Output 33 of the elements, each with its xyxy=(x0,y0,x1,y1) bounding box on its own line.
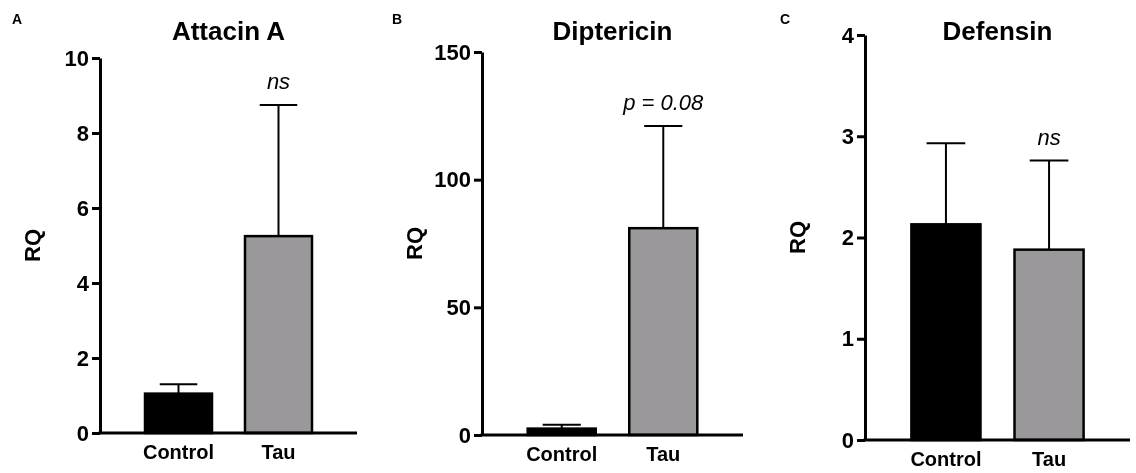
y-tick-label: 150 xyxy=(434,39,471,65)
x-tick-label: Control xyxy=(142,441,215,464)
y-tick-label: 100 xyxy=(434,167,471,193)
y-tick-label: 10 xyxy=(64,45,89,71)
y-axis-title: RQ xyxy=(20,229,45,262)
text: B xyxy=(392,11,403,27)
y-tick-label: 0 xyxy=(841,427,854,453)
chart-title: Diptericin xyxy=(552,16,673,46)
y-tick-label: 2 xyxy=(841,225,854,251)
y-tick-label: 8 xyxy=(76,120,89,146)
chart-title: Defensin xyxy=(942,16,1053,46)
annotation: ns xyxy=(266,68,291,94)
y-tick-label: 50 xyxy=(446,294,471,320)
x-tick-label: Tau xyxy=(646,443,681,466)
x-tick-label: Control xyxy=(910,448,982,471)
x-tick-label: Tau xyxy=(261,441,296,464)
y-tick-label: 2 xyxy=(76,345,89,371)
x-tick-label: Control xyxy=(526,443,598,466)
annotation: ns xyxy=(1037,124,1061,150)
y-tick-label: 4 xyxy=(841,22,855,48)
y-axis-title: RQ xyxy=(402,227,427,260)
y-tick-label: 0 xyxy=(76,420,89,446)
x-tick-label: Tau xyxy=(1032,448,1067,471)
y-tick-label: 4 xyxy=(76,270,90,296)
chart-title: Attacin A xyxy=(171,16,286,46)
text: C xyxy=(780,11,791,27)
y-tick-label: 3 xyxy=(841,123,854,149)
y-tick-label: 0 xyxy=(458,422,471,448)
y-tick-label: 6 xyxy=(76,195,89,221)
text: A xyxy=(12,11,23,27)
y-axis-title: RQ xyxy=(785,221,810,254)
annotation: p = 0.08 xyxy=(622,90,705,116)
y-tick-label: 1 xyxy=(841,326,854,352)
